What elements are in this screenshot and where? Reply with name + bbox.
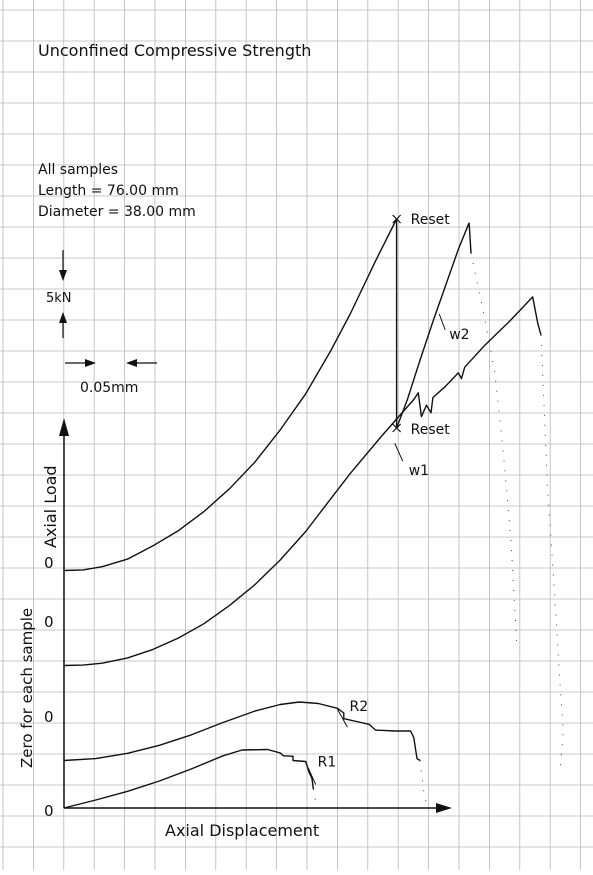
x-axis-label: Axial Displacement [165, 821, 319, 840]
note-line: All samples [38, 162, 118, 178]
annotation-leader [438, 313, 446, 331]
annotation-r1: R1 [318, 754, 337, 770]
zero-label: 0 [44, 802, 54, 820]
load-scale-label: 5kN [46, 291, 72, 306]
annotation-leader [305, 762, 317, 785]
zero-label: 0 [44, 613, 54, 631]
series-w2-line [63, 218, 398, 572]
annotation-w2: w2 [449, 327, 469, 343]
reset-marker [392, 423, 402, 433]
disp-scale-arrowhead-left [85, 359, 96, 367]
series-r2-line [63, 701, 421, 762]
zero-label: 0 [44, 554, 54, 572]
chart-title: Unconfined Compressive Strength [38, 41, 311, 60]
disp-scale-arrowhead-right [126, 359, 137, 367]
zero-label: 0 [44, 708, 54, 726]
series-w2-reload-1 [395, 222, 472, 429]
x-axis-arrowhead [436, 803, 452, 813]
labels: Reset Reset w2 w1 R2 R1 [305, 212, 470, 785]
axes [59, 250, 452, 813]
curves [63, 218, 564, 809]
annotation-w1: w1 [409, 463, 429, 479]
load-scale-arrowhead-bottom [59, 312, 67, 323]
series-w1-line [63, 296, 542, 667]
series-r1-tail [312, 788, 317, 803]
annotation-leader [337, 708, 348, 728]
annotation-reset: Reset [411, 422, 451, 438]
y-axis-label: Axial Load [41, 465, 60, 548]
reset-marker [392, 214, 402, 224]
note-line: Length = 76.00 mm [38, 183, 179, 199]
y-axis-arrowhead [59, 418, 69, 436]
y-axis-secondary-label: Zero for each sample [18, 608, 36, 768]
annotation-reset: Reset [411, 212, 451, 228]
displacement-scale-label: 0.05mm [80, 380, 138, 396]
annotation-leader [394, 442, 404, 462]
series-w2-tail [470, 253, 518, 647]
series-r2-tail [419, 760, 427, 805]
note-line: Diameter = 38.00 mm [38, 204, 196, 220]
annotation-r2: R2 [349, 699, 368, 715]
load-scale-arrowhead-top [59, 270, 67, 281]
series-w1-tail [540, 334, 564, 771]
